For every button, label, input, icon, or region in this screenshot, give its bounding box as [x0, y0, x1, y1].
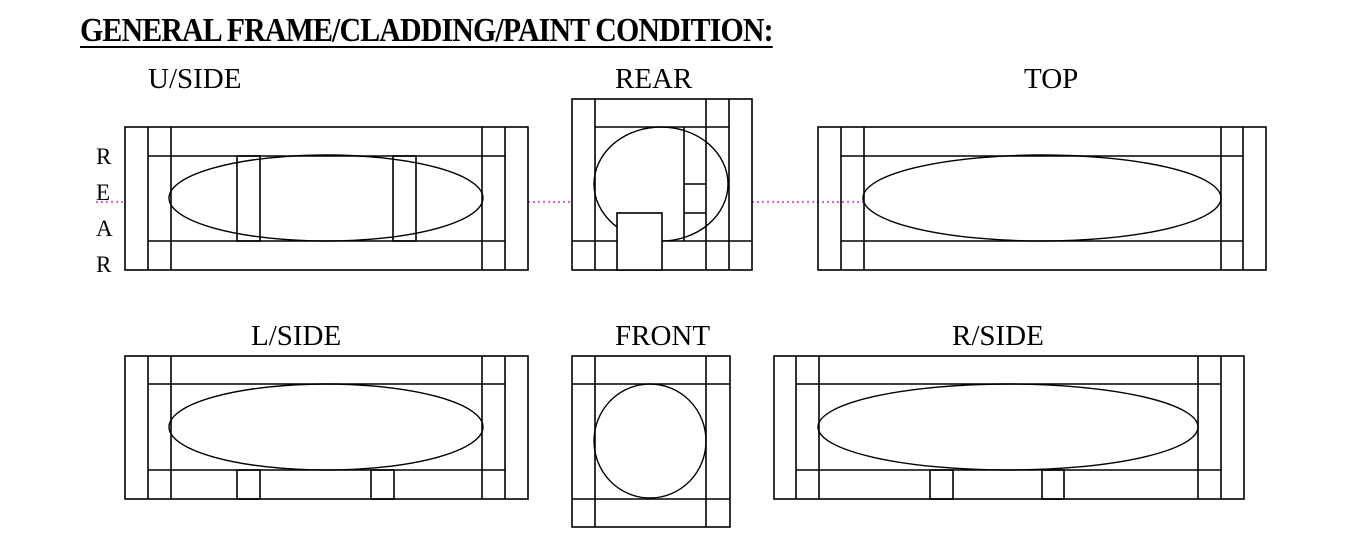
- left-side-view[interactable]: [124, 355, 529, 500]
- rear-marker-letter: A: [96, 216, 113, 241]
- front-view[interactable]: [571, 355, 731, 528]
- top-label: TOP: [1024, 63, 1078, 95]
- rear-label: REAR: [615, 63, 693, 95]
- rear-marker-letter: E: [96, 180, 110, 205]
- rear-marker-letter: R: [96, 252, 112, 277]
- left-side-label: L/SIDE: [251, 320, 341, 352]
- front-label: FRONT: [615, 320, 710, 352]
- page-title: GENERAL FRAME/CLADDING/PAINT CONDITION:: [80, 12, 774, 49]
- right-side-label: R/SIDE: [952, 320, 1044, 352]
- rear-view[interactable]: [571, 98, 753, 271]
- top-view[interactable]: [817, 126, 1267, 271]
- rear-end-marker: R E A R: [96, 144, 113, 277]
- underside-view[interactable]: [124, 126, 529, 271]
- rear-marker-letter: R: [96, 144, 112, 169]
- right-side-view[interactable]: [773, 355, 1245, 500]
- underside-label: U/SIDE: [148, 63, 241, 95]
